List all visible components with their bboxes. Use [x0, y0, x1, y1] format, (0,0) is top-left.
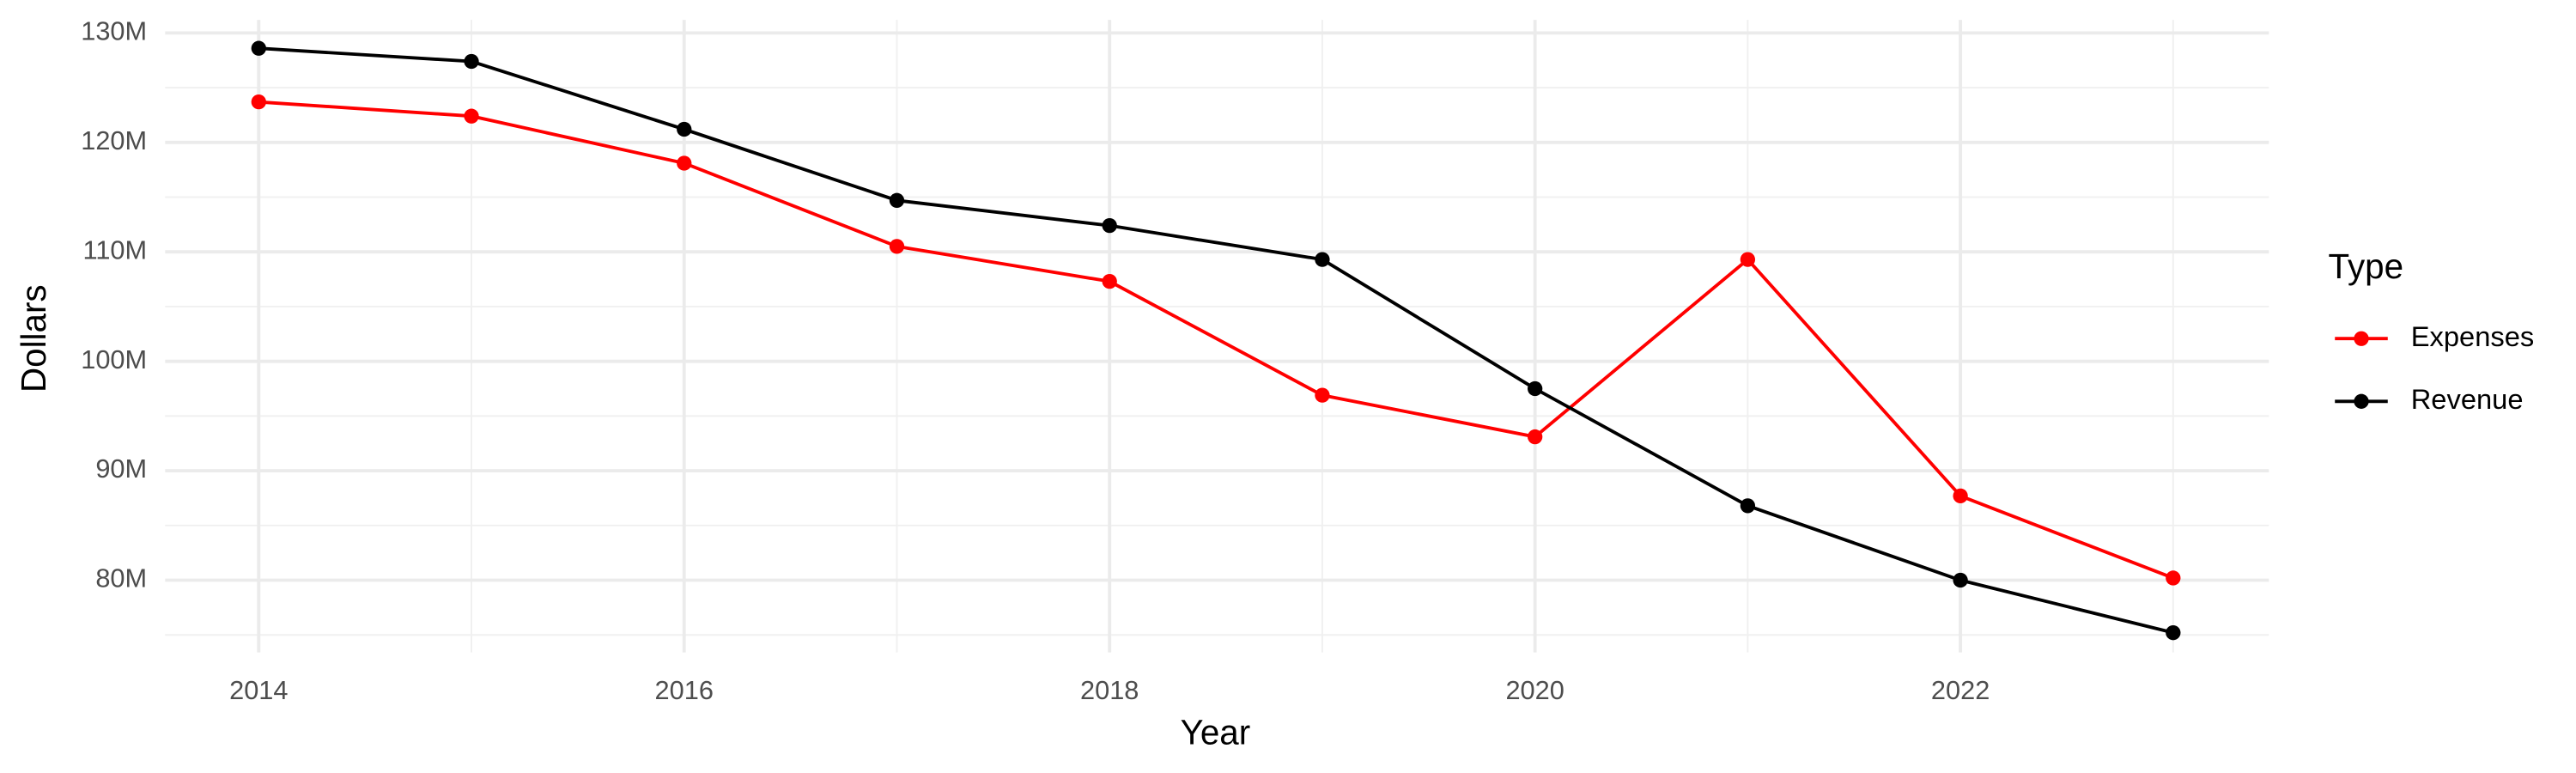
x-tick-label: 2018	[1080, 675, 1139, 705]
legend-label: Revenue	[2411, 383, 2524, 415]
data-point	[1528, 429, 1543, 445]
data-point	[1953, 488, 1968, 504]
legend-swatch-point	[2354, 393, 2369, 409]
x-tick-label: 2022	[1931, 675, 1990, 705]
series-line	[258, 100, 2174, 580]
grid	[165, 20, 2269, 653]
data-point	[677, 155, 692, 171]
y-tick-label: 120M	[81, 125, 147, 155]
data-point	[1953, 572, 1968, 588]
data-point	[677, 121, 692, 137]
x-tick-label: 2014	[229, 675, 288, 705]
legend-title: Type	[2329, 247, 2404, 286]
data-point	[1102, 273, 1117, 289]
data-point	[2166, 625, 2181, 641]
data-point	[464, 108, 479, 124]
data-point	[889, 192, 905, 208]
data-point	[251, 40, 266, 56]
data-point	[1528, 380, 1543, 397]
series-line	[258, 46, 2174, 635]
y-tick-label: 100M	[81, 344, 147, 374]
legend-label: Expenses	[2411, 320, 2535, 352]
data-point	[1740, 252, 1756, 267]
y-tick-label: 110M	[83, 234, 148, 265]
legend-swatch-point	[2354, 331, 2369, 346]
y-tick-label: 90M	[95, 453, 147, 484]
x-axis-label: Year	[1181, 712, 1251, 752]
data-point	[1102, 217, 1117, 234]
data-point	[1315, 387, 1330, 403]
x-tick-label: 2020	[1505, 675, 1564, 705]
y-tick-label: 80M	[95, 563, 147, 593]
data-point	[2166, 570, 2181, 586]
y-axis-label: Dollars	[14, 284, 53, 393]
y-tick-label: 130M	[81, 15, 147, 46]
data-point	[889, 239, 905, 254]
data-point	[1740, 498, 1756, 514]
data-point	[464, 53, 479, 70]
x-tick-label: 2016	[655, 675, 714, 705]
data-point	[1315, 252, 1330, 267]
data-point	[251, 94, 266, 110]
